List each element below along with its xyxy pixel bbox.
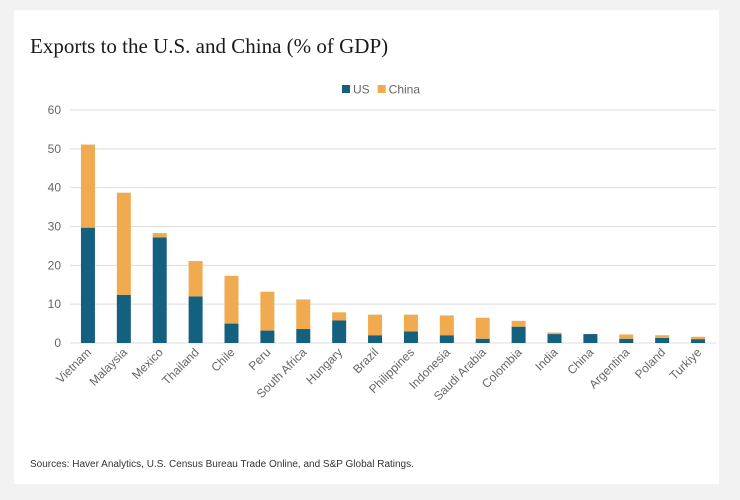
bar-hungary-us (332, 320, 347, 343)
bar-chile-china (224, 275, 239, 324)
bars (80, 144, 706, 343)
bar-saudi-arabia-china (475, 317, 490, 339)
x-label-hungary: Hungary (303, 345, 345, 387)
bar-south-africa-us (296, 329, 311, 343)
legend-label-china: China (389, 83, 421, 97)
bar-peru-china (260, 291, 275, 331)
bar-mexico-us (152, 237, 167, 343)
bar-indonesia-us (439, 335, 454, 343)
bar-saudi-arabia-us (475, 338, 490, 343)
y-tick-label-30: 30 (48, 220, 62, 234)
bar-malaysia-china (116, 192, 131, 295)
bar-poland-china (655, 335, 670, 338)
bar-chile-us (224, 323, 239, 343)
bar-vietnam-china (80, 144, 95, 228)
x-label-peru: Peru (246, 345, 274, 373)
bar-argentina-us (619, 338, 634, 343)
y-tick-label-20: 20 (48, 258, 62, 272)
bar-brazil-china (368, 314, 383, 336)
bar-malaysia-us (116, 294, 131, 343)
bar-colombia-china (511, 320, 526, 327)
bar-argentina-china (619, 334, 634, 339)
x-label-thailand: Thailand (159, 345, 201, 387)
y-tick-label-40: 40 (48, 181, 62, 195)
x-label-brazil: Brazil (350, 345, 381, 376)
x-label-poland: Poland (632, 345, 668, 381)
bar-hungary-china (332, 312, 347, 321)
bar-china-us (583, 334, 598, 343)
x-label-malaysia: Malaysia (87, 345, 131, 389)
x-label-chile: Chile (208, 345, 237, 374)
chart-card: Exports to the U.S. and China (% of GDP)… (14, 10, 719, 484)
bar-philippines-us (403, 331, 418, 343)
x-label-china: China (564, 345, 596, 377)
bar-mexico-china (152, 233, 167, 238)
bar-philippines-china (403, 314, 418, 332)
bar-indonesia-china (439, 315, 454, 336)
bar-poland-us (655, 337, 670, 343)
bar-turkiye-china (691, 336, 706, 340)
bar-india-china (547, 332, 562, 335)
source-note: Sources: Haver Analytics, U.S. Census Bu… (30, 459, 414, 470)
x-label-turkiye: Turkiye (667, 345, 705, 383)
bar-turkiye-us (691, 339, 706, 343)
bar-south-africa-china (296, 299, 311, 330)
x-label-colombia: Colombia (479, 345, 525, 391)
legend-label-us: US (353, 83, 370, 97)
y-tick-label-10: 10 (48, 297, 62, 311)
legend-swatch-us (342, 85, 350, 93)
bar-thailand-us (188, 296, 203, 343)
y-axis-ticks: 0 10 20 30 40 50 60 (48, 103, 62, 350)
y-tick-label-60: 60 (48, 103, 62, 117)
legend-swatch-china (377, 85, 386, 93)
bar-india-us (547, 334, 562, 343)
y-tick-label-50: 50 (48, 142, 62, 156)
bar-vietnam-us (80, 227, 95, 343)
y-tick-label-0: 0 (54, 336, 61, 350)
bar-thailand-china (188, 261, 203, 297)
bar-peru-us (260, 330, 275, 343)
bar-colombia-us (511, 326, 526, 343)
chart-title: Exports to the U.S. and China (% of GDP) (30, 34, 389, 58)
legend: US China (342, 83, 420, 97)
x-label-india: India (532, 345, 561, 374)
gridlines (70, 109, 716, 344)
bar-brazil-us (368, 335, 383, 343)
